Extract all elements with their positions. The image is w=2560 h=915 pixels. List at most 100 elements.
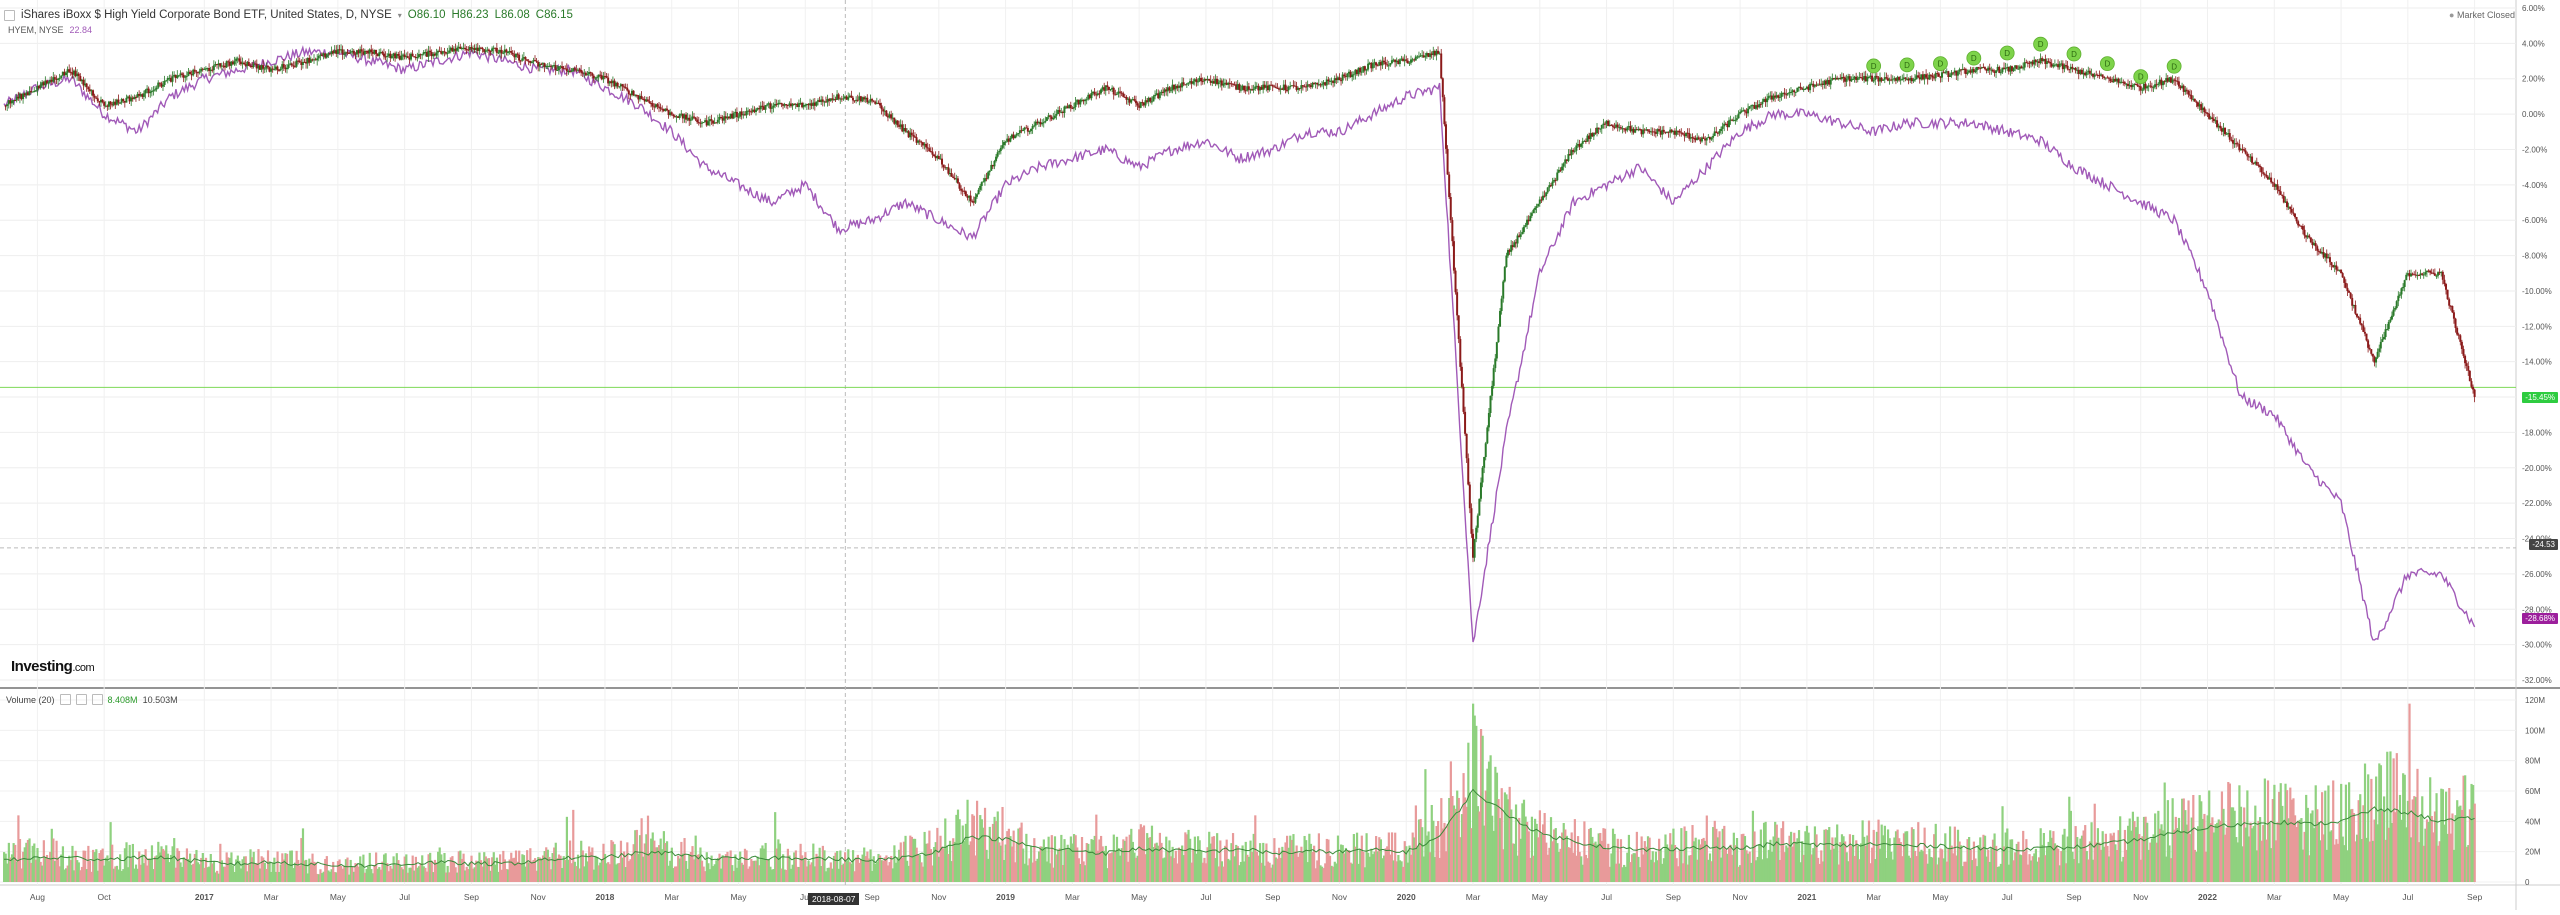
candle-body <box>1239 89 1242 91</box>
candle-body <box>630 90 633 96</box>
candle-body <box>2060 63 2063 65</box>
volume-bar <box>748 866 751 882</box>
candle-body <box>185 75 188 77</box>
candle-body <box>581 72 584 74</box>
candle-body <box>1174 85 1177 90</box>
candle-body <box>52 77 55 82</box>
candle-body <box>1851 78 1854 80</box>
candle-body <box>791 103 794 107</box>
volume-bar <box>1220 861 1224 882</box>
volume-bar <box>1282 850 1286 882</box>
volume-bar <box>1033 838 1036 882</box>
volume-bar <box>381 861 384 882</box>
x-tick-label: 2022 <box>2198 892 2217 902</box>
volume-bar <box>882 860 885 882</box>
volume-bar <box>2359 794 2362 882</box>
volume-bar <box>1053 836 1057 882</box>
volume-bar <box>1995 845 1998 882</box>
candle-body <box>1095 94 1098 96</box>
volume-bar <box>623 851 626 882</box>
candle-body <box>1260 87 1263 90</box>
volume-bar <box>1799 862 1802 882</box>
candle-body <box>2419 273 2422 276</box>
volume-bar <box>2208 790 2211 882</box>
candle-body <box>1050 116 1053 120</box>
volume-bar <box>274 871 278 882</box>
dividend-marker-circle <box>1999 45 2015 61</box>
volume-bar <box>1181 845 1184 882</box>
candle-body <box>1796 87 1799 92</box>
collapse-icon[interactable] <box>4 9 15 21</box>
volume-bar <box>858 862 861 882</box>
chevron-down-icon[interactable]: ▾ <box>397 10 402 20</box>
volume-bar <box>2084 825 2087 882</box>
volume-bar <box>236 855 239 882</box>
volume-bar <box>1882 835 1885 882</box>
volume-bar <box>2176 828 2179 882</box>
candle-body <box>1082 99 1085 102</box>
candle-body <box>2433 273 2436 276</box>
candle-body <box>424 52 427 54</box>
candle-body <box>710 119 713 121</box>
volume-bar <box>222 866 225 882</box>
volume-bar <box>1281 846 1284 882</box>
volume-bar <box>1918 851 1921 882</box>
candle-body <box>1918 77 1921 80</box>
volume-bar <box>2196 826 2200 882</box>
candle-body <box>821 99 824 102</box>
candle-body <box>879 103 882 106</box>
candle-body <box>1106 85 1109 88</box>
volume-bar <box>47 858 50 882</box>
candle-body <box>1991 69 1994 72</box>
candle-body <box>120 99 123 103</box>
dividend-marker-circle <box>1966 50 1982 66</box>
candle-body <box>214 64 217 66</box>
volume-bar <box>2382 796 2386 882</box>
volume-bar <box>2236 842 2239 882</box>
volume-bar <box>535 870 538 882</box>
candle-body <box>1643 129 1646 131</box>
hide-icon[interactable] <box>75 694 87 705</box>
close-icon[interactable] <box>91 694 103 705</box>
candle-body <box>437 50 440 53</box>
candle-body <box>700 122 703 124</box>
volume-bar <box>963 841 966 882</box>
candle-body <box>1923 74 1926 80</box>
volume-bar <box>1600 840 1603 882</box>
volume-bar <box>1591 836 1594 882</box>
candle-body <box>505 49 508 53</box>
candle-body <box>2462 348 2465 356</box>
candle-body <box>1233 84 1236 86</box>
volume-bar <box>1384 848 1387 882</box>
candle-body <box>718 117 721 120</box>
dividend-marker: D <box>1899 57 1915 73</box>
settings-icon[interactable] <box>59 694 71 705</box>
volume-bar <box>2025 839 2028 882</box>
candle-body <box>1678 130 1681 133</box>
y-tick-label: -26.00% <box>2522 570 2552 579</box>
candle-body <box>726 116 729 119</box>
candle-body <box>1416 56 1419 58</box>
volume-bar <box>1786 847 1790 882</box>
candle-body <box>235 58 238 62</box>
volume-bar <box>2343 845 2346 882</box>
volume-bar <box>996 811 999 882</box>
volume-bar <box>928 830 931 882</box>
candle-body <box>1817 84 1820 86</box>
candle-body <box>1115 93 1118 95</box>
x-tick-label: Sep <box>1265 892 1280 902</box>
candle-body <box>1441 78 1444 98</box>
candle-body <box>1161 91 1164 93</box>
volume-bar <box>52 838 55 882</box>
volume-bar <box>1071 843 1074 882</box>
candle-body <box>750 111 753 113</box>
volume-bar <box>1693 841 1696 882</box>
volume-bar <box>2142 816 2146 882</box>
candle-body <box>497 52 500 54</box>
x-tick-label: Jul <box>2402 892 2413 902</box>
candle-body <box>1454 270 1457 293</box>
volume-bar <box>1169 856 1173 882</box>
candle-body <box>921 142 924 146</box>
